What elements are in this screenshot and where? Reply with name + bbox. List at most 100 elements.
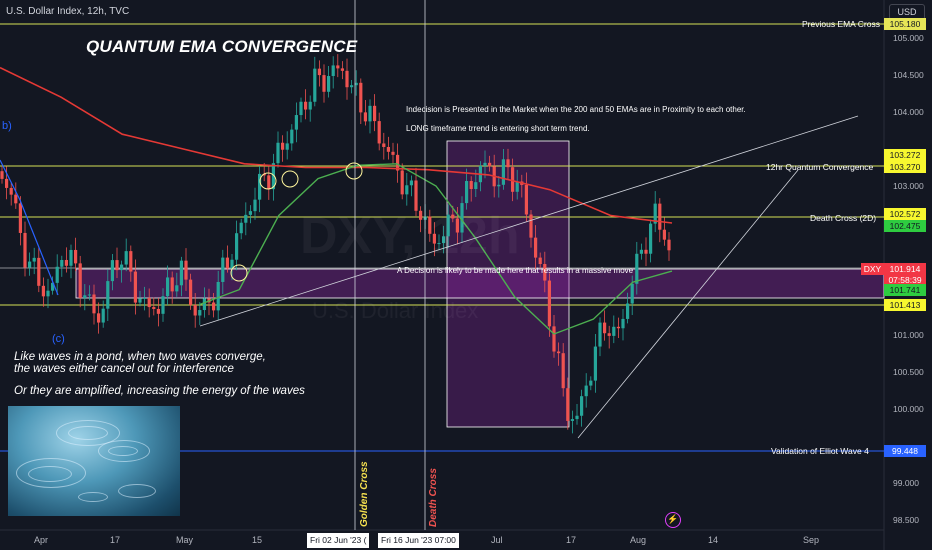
candle-body (552, 326, 556, 352)
convergence-circle (345, 162, 363, 180)
candle-body (363, 112, 367, 122)
convergence-circle (281, 170, 299, 188)
candle-body (538, 257, 542, 265)
candle-body (451, 214, 455, 219)
candle-body (101, 308, 105, 323)
candle-body (396, 154, 400, 171)
symbol-price-badge: DXY (861, 263, 884, 275)
price-badge-box-top: 101.741 (884, 284, 926, 296)
candle-body (644, 249, 648, 254)
candle-body (156, 308, 160, 314)
candle-body (543, 264, 547, 281)
candle-body (345, 70, 349, 88)
candle-body (239, 222, 243, 234)
candle-body (221, 257, 225, 282)
last-price-badge: 101.914 (884, 263, 926, 275)
ema-50-line (199, 163, 673, 335)
candle-body (405, 185, 409, 195)
candle-body (69, 249, 73, 266)
y-tick: 98.500 (893, 515, 919, 525)
candle-body (327, 76, 331, 92)
x-tick: Apr (34, 535, 49, 545)
candle-body (235, 233, 239, 260)
candle-body (368, 105, 372, 122)
candle-body (184, 260, 188, 280)
candle-body (547, 280, 551, 327)
candle-body (285, 143, 289, 150)
candle-body (189, 279, 193, 306)
candle-body (276, 142, 280, 164)
x-tick: May (176, 535, 194, 545)
candle-body (129, 251, 133, 272)
quote-line-3: Or they are amplified, increasing the en… (14, 385, 305, 397)
price-badge-elliott: 99.448 (884, 445, 926, 457)
candle-body (501, 159, 505, 185)
candle-body (612, 326, 616, 336)
wave-b-label: b) (2, 120, 12, 132)
candle-body (46, 290, 50, 297)
ema-200-line (0, 66, 673, 224)
candle-body (409, 180, 413, 186)
candle-body (161, 296, 165, 314)
level-lines (0, 23, 884, 452)
candle-body (607, 333, 611, 336)
candle-body (258, 173, 262, 200)
candle-body (662, 229, 666, 240)
y-tick: 103.000 (893, 181, 924, 191)
y-tick: 104.500 (893, 70, 924, 80)
decision-box (75, 268, 885, 299)
x-tick: 14 (708, 535, 719, 545)
candle-body (331, 65, 335, 77)
death-cross-2d-label: Death Cross (2D) (810, 213, 877, 223)
candle-body (534, 237, 538, 258)
candle-body (322, 75, 326, 92)
candle-body (561, 353, 565, 389)
candle-body (635, 253, 639, 284)
candle-body (442, 236, 446, 244)
candle-body (603, 322, 607, 334)
candle-body (138, 298, 142, 303)
candle-body (225, 257, 229, 269)
candle-body (110, 260, 114, 282)
candle-body (336, 65, 340, 69)
candle-body (304, 101, 308, 110)
candle-body (626, 303, 630, 319)
candle-body (386, 146, 390, 152)
rising-trendline (199, 115, 859, 327)
candle-body (474, 182, 478, 190)
candle-body (506, 159, 510, 168)
candle-body (0, 171, 4, 179)
candle-body (382, 143, 386, 147)
long-timeframe-note: LONG timeframe trrend is entering short … (406, 124, 590, 133)
candle-body (377, 121, 381, 144)
candle-body (5, 178, 9, 188)
price-badge-death-2: 102.475 (884, 220, 926, 232)
wedge-trendline (577, 169, 799, 439)
candle-body (373, 105, 377, 122)
candle-body (524, 184, 528, 215)
candle-body (437, 243, 441, 245)
candle-body (589, 380, 593, 386)
candle-body (120, 264, 124, 271)
death-date-badge: Fri 16 Jun '23 07:00 (378, 533, 459, 548)
x-tick: 15 (252, 535, 263, 545)
trend-drawings (0, 0, 859, 530)
name-watermark: U.S. Dollar Index (312, 298, 479, 323)
candle-body (354, 82, 358, 86)
candle-body (294, 115, 298, 130)
candle-body (23, 232, 27, 268)
candle-body (106, 281, 110, 309)
candle-body (37, 257, 41, 286)
candle-body (175, 285, 179, 292)
candle-body (598, 322, 602, 347)
candle-body (18, 203, 22, 233)
indecision-note: Indecision is Presented in the Market wh… (406, 105, 746, 114)
symbol-header[interactable]: U.S. Dollar Index, 12h, TVC (6, 6, 130, 17)
candle-body (212, 302, 216, 311)
wave-c-label: (c) (52, 333, 65, 345)
candle-body (469, 181, 473, 190)
decision-note: A Decision is likely to be made here tha… (397, 266, 634, 275)
lightning-icon[interactable]: ⚡ (665, 512, 681, 528)
candle-body (64, 259, 68, 266)
candle-body (414, 180, 418, 211)
